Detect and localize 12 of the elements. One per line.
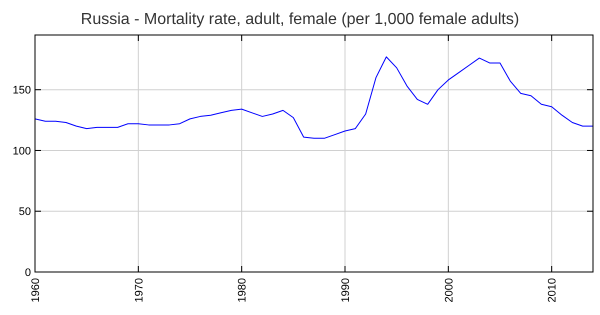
y-tick-label: 150: [12, 84, 31, 97]
x-tick-label: 2000: [443, 278, 456, 302]
chart-title: Russia - Mortality rate, adult, female (per 1,000 female adults): [80, 11, 520, 28]
y-tick-label: 100: [12, 145, 31, 158]
line-series: [34, 56, 594, 139]
x-tick-label: 1960: [30, 278, 42, 302]
y-tick-label: 0: [24, 267, 31, 279]
x-tick-label: 1990: [340, 278, 352, 302]
x-tick-label: 1980: [236, 278, 249, 302]
x-tick-label: 1970: [133, 278, 146, 302]
x-tick-label: 2010: [546, 278, 559, 302]
y-tick-label: 50: [18, 206, 31, 218]
